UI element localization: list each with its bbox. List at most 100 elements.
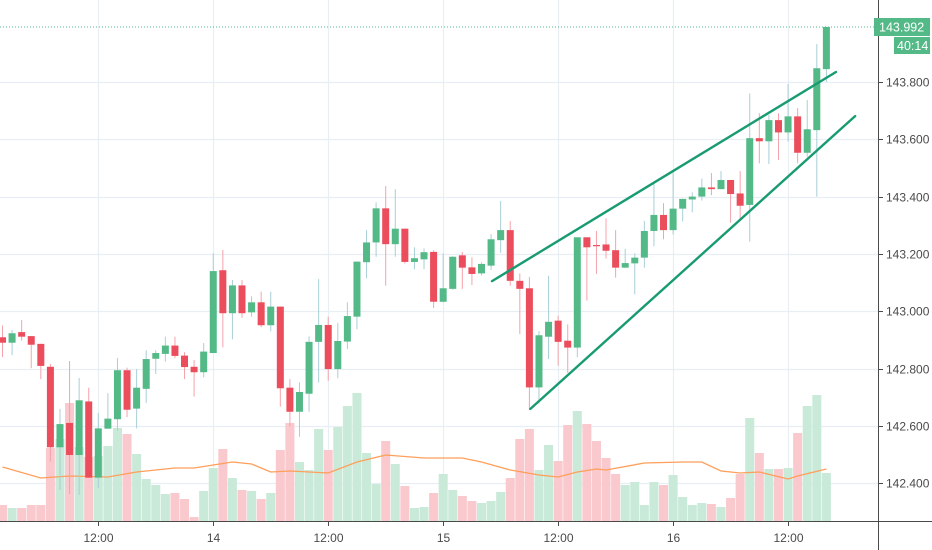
candle — [430, 250, 438, 309]
price-axis[interactable]: 143.800 143.600 143.400 143.200 143.000 142.8… — [878, 76, 930, 491]
volume-bar — [381, 441, 391, 521]
candle-body-up — [334, 340, 342, 370]
volume-bar — [7, 508, 17, 521]
candle-body-down — [430, 251, 438, 302]
candle — [755, 113, 763, 164]
volume-ma-line — [2, 454, 827, 480]
candle-body-up — [209, 271, 217, 354]
volume-bar — [189, 517, 199, 521]
candle — [535, 331, 543, 404]
candle — [439, 253, 447, 303]
volume-bar — [745, 418, 755, 521]
volume-bar — [802, 406, 812, 521]
candle — [181, 352, 189, 380]
volume-bar — [26, 505, 36, 521]
candle — [822, 26, 830, 82]
volume-bar — [591, 441, 601, 521]
candle — [478, 262, 485, 276]
volume-bar — [563, 425, 573, 521]
volume-bar — [170, 493, 180, 521]
candle-body-down — [66, 422, 74, 456]
candle — [113, 357, 121, 431]
time-tick-label: 14 — [207, 531, 221, 545]
candle-body-down — [46, 366, 54, 448]
volume-bar — [812, 395, 822, 521]
candle-body-up — [75, 400, 83, 456]
volume-bar — [505, 478, 515, 521]
candle — [602, 218, 610, 259]
candle-body-down — [238, 285, 246, 314]
volume-bar — [706, 504, 716, 521]
candle — [583, 237, 591, 301]
volume-bar — [438, 474, 448, 521]
candle-body-down — [286, 387, 294, 412]
candle-body-down — [401, 228, 409, 262]
candle — [592, 230, 600, 274]
candle-body-up — [200, 351, 208, 373]
volume-bar — [457, 496, 467, 521]
candle — [27, 336, 35, 369]
volume-bar — [362, 453, 372, 521]
candle — [640, 220, 648, 268]
volume-bar — [754, 453, 764, 521]
time-axis[interactable]: 12:00 14 12:00 15 12:00 16 12:00 — [83, 521, 804, 545]
volume-bar — [429, 493, 439, 521]
volume-bar — [352, 393, 362, 521]
time-tick-label: 12:00 — [83, 531, 113, 545]
time-tick-label: 12:00 — [313, 531, 343, 545]
candle — [75, 377, 83, 495]
candle-body-down — [468, 267, 476, 274]
candle — [18, 320, 26, 341]
candle-body-up — [573, 237, 581, 348]
candle — [37, 343, 45, 380]
candle — [727, 179, 735, 223]
candle-body-up — [535, 335, 543, 388]
candle-body-up — [746, 138, 754, 205]
time-tick-label: 12:00 — [543, 531, 573, 545]
volume-bar — [783, 468, 793, 521]
candle-body-up — [410, 258, 418, 262]
candle — [707, 173, 715, 196]
candle — [0, 325, 6, 358]
volume-bar — [726, 498, 736, 521]
candle-body-down — [276, 306, 284, 389]
trendline-upper[interactable] — [490, 70, 838, 283]
volume-bar — [314, 429, 324, 521]
volume-bar — [17, 508, 27, 521]
volume-bar — [611, 474, 621, 521]
candle-body-up — [439, 288, 447, 302]
candle-body-up — [631, 257, 639, 264]
candle — [516, 273, 524, 335]
candle — [612, 230, 620, 278]
candle-body-up — [688, 196, 696, 200]
volume-bar — [764, 469, 774, 521]
volume-bar — [735, 474, 745, 521]
candle — [631, 253, 639, 295]
volume-bar — [371, 484, 381, 521]
candle-body-up — [449, 256, 457, 289]
price-tick-label: 143.200 — [886, 248, 930, 262]
volume-bar — [639, 505, 649, 521]
candle-body-down — [190, 366, 198, 373]
candle — [573, 237, 581, 358]
candle-body-up — [305, 341, 313, 394]
candle — [334, 322, 342, 379]
candle-body-up — [8, 333, 16, 343]
candle-body-down — [18, 332, 26, 337]
trendline-lower[interactable] — [529, 114, 857, 411]
volume-bar — [160, 494, 170, 521]
candle-body-up — [765, 120, 773, 142]
candle-body-up — [679, 198, 687, 209]
volume-bar — [84, 457, 94, 521]
candle — [190, 359, 198, 397]
candle — [66, 361, 74, 494]
candle — [784, 84, 792, 142]
volume-bar — [180, 499, 190, 521]
trendlines[interactable] — [490, 70, 857, 411]
candle-body-up — [142, 359, 150, 389]
candle-body-up — [803, 129, 811, 153]
candle-body-down — [85, 401, 93, 478]
volume-bar — [409, 508, 419, 521]
